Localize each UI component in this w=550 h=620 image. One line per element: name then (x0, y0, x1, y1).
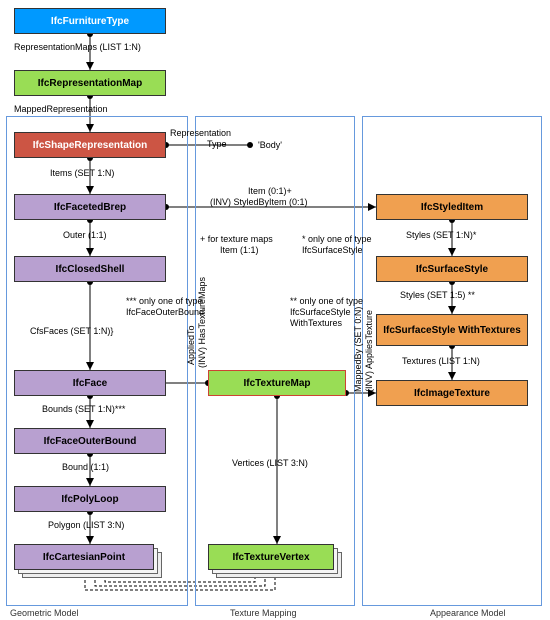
lbl-onlyOne3: *** only one of type (126, 296, 203, 306)
node-ifcFaceOuterBound: IfcFaceOuterBound (14, 428, 166, 454)
lbl-type: Type (207, 139, 227, 149)
lbl-textures: Textures (LIST 1:N) (402, 356, 480, 366)
lbl-invHasTex: (INV) HasTextureMaps (197, 277, 207, 368)
node-ifcStyledItem: IfcStyledItem (376, 194, 528, 220)
node-ifcRepresentationMap: IfcRepresentationMap (14, 70, 166, 96)
node-ifcFacetedBrep: IfcFacetedBrep (14, 194, 166, 220)
lbl-bound: Bound (1:1) (62, 462, 109, 472)
node-ifcClosedShell: IfcClosedShell (14, 256, 166, 282)
lbl-ifcFaceOB: IfcFaceOuterBound (126, 307, 204, 317)
lbl-polygon: Polygon (LIST 3:N) (48, 520, 124, 530)
lbl-body: 'Body' (258, 140, 282, 150)
lbl-ifcSSWT1: IfcSurfaceStyle (290, 307, 351, 317)
lbl-ifcSurfStyle: IfcSurfaceStyle (302, 245, 363, 255)
lbl-stylesSet15: Styles (SET 1:5) ** (400, 290, 475, 300)
node-ifcCartesianPoint: IfcCartesianPoint (14, 544, 154, 570)
node-ifcSurfaceStyle: IfcSurfaceStyle (376, 256, 528, 282)
panel-label-geometric: Geometric Model (10, 608, 79, 618)
panel-label-appearance: Appearance Model (430, 608, 506, 618)
lbl-mappedRep: MappedRepresentation (14, 104, 108, 114)
lbl-appliedTo: AppliedTo (186, 325, 196, 365)
lbl-repType: Representation (170, 128, 231, 138)
node-ifcShapeRepresentation: IfcShapeRepresentation (14, 132, 166, 158)
lbl-ifcSSWT2: WithTextures (290, 318, 342, 328)
node-ifcImageTexture: IfcImageTexture (376, 380, 528, 406)
lbl-plusTex: + for texture maps (200, 234, 273, 244)
lbl-itemsSet: Items (SET 1:N) (50, 168, 114, 178)
node-ifcFurnitureType: IfcFurnitureType (14, 8, 166, 34)
lbl-outer: Outer (1:1) (63, 230, 107, 240)
lbl-onlyOne1: * only one of type (302, 234, 372, 244)
node-ifcSurfaceStyleWithTextures: IfcSurfaceStyle WithTextures (376, 314, 528, 346)
lbl-stylesSet: Styles (SET 1:N)* (406, 230, 476, 240)
lbl-repMaps: RepresentationMaps (LIST 1:N) (14, 42, 141, 52)
lbl-mappedBy: MappedBy (SET 0:N) (353, 307, 363, 392)
lbl-invStyled: (INV) StyledByItem (0:1) (210, 197, 308, 207)
lbl-item0: Item (0:1)+ (248, 186, 292, 196)
lbl-bounds: Bounds (SET 1:N)*** (42, 404, 125, 414)
lbl-invApplies: (INV) AppliesTexture (364, 310, 374, 392)
lbl-onlyOne2: ** only one of type (290, 296, 363, 306)
node-ifcPolyLoop: IfcPolyLoop (14, 486, 166, 512)
node-ifcTextureMap: IfcTextureMap (208, 370, 346, 396)
panel-geometric (6, 116, 188, 606)
lbl-cfsFaces: CfsFaces (SET 1:N)} (30, 326, 113, 336)
node-ifcTextureVertex: IfcTextureVertex (208, 544, 334, 570)
panel-label-texture: Texture Mapping (230, 608, 297, 618)
lbl-vertices: Vertices (LIST 3:N) (232, 458, 308, 468)
lbl-item11: Item (1:1) (220, 245, 259, 255)
node-ifcFace: IfcFace (14, 370, 166, 396)
